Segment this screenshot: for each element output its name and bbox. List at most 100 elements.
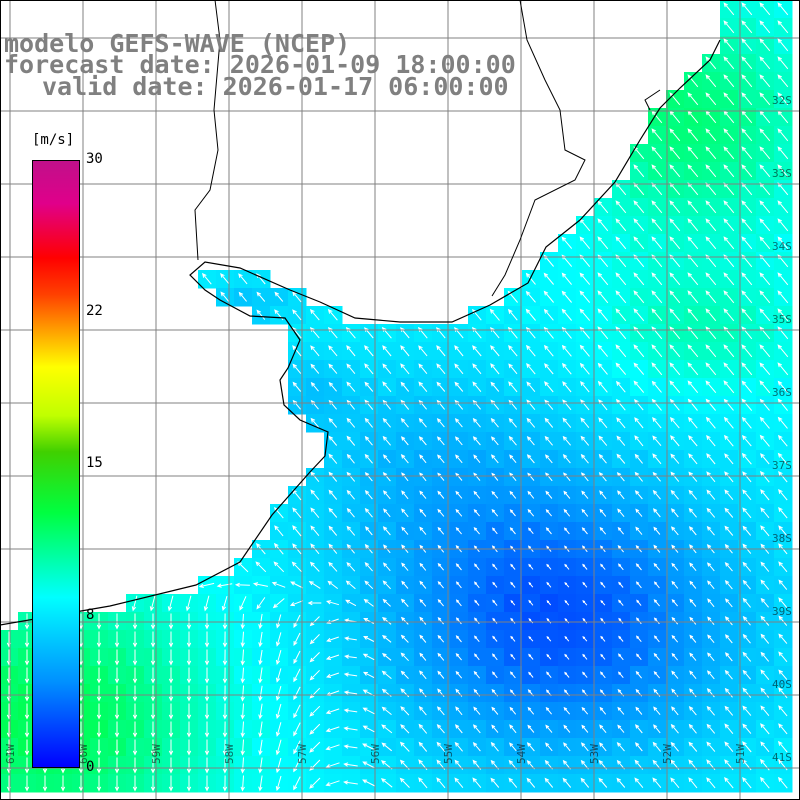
- wind-arrow: [633, 308, 645, 322]
- wind-arrow: [546, 671, 552, 679]
- wind-arrow: [670, 741, 679, 752]
- colorbar-tick-30: 30: [86, 151, 103, 167]
- wind-arrow: [777, 56, 789, 70]
- wind-arrow: [345, 599, 357, 607]
- wind-arrow: [580, 777, 590, 788]
- wind-arrow: [204, 757, 210, 774]
- wind-arrow: [670, 723, 679, 734]
- wind-arrow: [723, 74, 735, 88]
- wind-arrow: [344, 654, 357, 659]
- wind-arrow: [561, 272, 572, 285]
- wind-arrow: [310, 471, 320, 483]
- wind-arrow: [364, 363, 374, 375]
- wind-arrow: [671, 652, 679, 661]
- wind-arrow: [687, 362, 699, 376]
- wind-arrow: [258, 721, 263, 738]
- wind-arrow: [346, 561, 356, 572]
- wind-arrow: [327, 308, 338, 321]
- wind-arrow: [669, 398, 680, 411]
- wind-arrow: [150, 631, 156, 648]
- colorbar-tick-8: 8: [86, 607, 95, 623]
- wind-arrow: [705, 146, 717, 160]
- wind-arrow: [581, 706, 589, 715]
- wind-arrow: [240, 703, 245, 720]
- wind-arrow: [563, 527, 570, 535]
- wind-arrow: [777, 20, 789, 34]
- wind-arrow: [634, 777, 644, 789]
- wind-arrow: [454, 436, 463, 446]
- wind-arrow: [234, 582, 250, 588]
- wind-arrow: [204, 721, 210, 738]
- wind-arrow: [307, 600, 322, 606]
- wind-arrow: [343, 780, 358, 785]
- wind-arrow: [455, 670, 463, 679]
- wind-arrow: [636, 599, 642, 606]
- wind-arrow: [240, 775, 245, 792]
- wind-arrow: [651, 236, 663, 250]
- wind-arrow: [509, 509, 516, 517]
- wind-arrow: [653, 617, 660, 625]
- wind-arrow: [562, 777, 572, 788]
- wind-arrow: [562, 435, 571, 446]
- wind-arrow: [204, 667, 210, 684]
- latitude-label: 41S: [772, 751, 792, 764]
- wind-arrow: [778, 579, 788, 590]
- wind-arrow: [723, 434, 734, 447]
- wind-arrow: [401, 580, 409, 589]
- wind-arrow: [328, 345, 338, 357]
- wind-arrow: [759, 272, 771, 286]
- wind-arrow: [687, 308, 699, 322]
- wind-arrow: [343, 690, 358, 695]
- wind-arrow: [669, 362, 681, 376]
- wind-arrow: [579, 290, 591, 303]
- wind-arrow: [597, 218, 609, 232]
- wind-arrow: [96, 739, 102, 756]
- wind-arrow: [364, 562, 373, 572]
- wind-arrow: [346, 507, 355, 518]
- wind-arrow: [455, 599, 462, 607]
- wind-arrow: [310, 507, 320, 519]
- wind-arrow: [633, 272, 645, 286]
- wind-arrow: [651, 164, 663, 178]
- wind-arrow: [419, 508, 427, 517]
- wind-arrow: [687, 272, 699, 286]
- wind-arrow: [346, 417, 356, 428]
- wind-arrow: [777, 776, 788, 789]
- wind-arrow: [309, 669, 320, 681]
- wind-arrow: [186, 703, 192, 720]
- wind-arrow: [508, 381, 518, 393]
- wind-arrow: [455, 490, 463, 499]
- wind-arrow: [328, 489, 338, 500]
- wind-arrow: [132, 613, 138, 630]
- wind-arrow: [310, 417, 320, 428]
- wind-arrow: [258, 631, 263, 648]
- wind-arrow: [363, 598, 374, 607]
- wind-arrow: [473, 617, 480, 625]
- wind-arrow: [526, 435, 535, 446]
- wind-arrow: [382, 562, 391, 572]
- wind-arrow: [437, 562, 444, 571]
- wind-arrow: [490, 741, 499, 752]
- wind-arrow: [167, 595, 174, 612]
- wind-arrow: [579, 308, 591, 321]
- wind-arrow: [490, 381, 500, 392]
- wind-arrow: [436, 363, 446, 375]
- wind-arrow: [328, 417, 338, 428]
- wind-arrow: [400, 688, 410, 698]
- wind-arrow: [132, 721, 138, 738]
- wind-arrow: [670, 508, 679, 518]
- wind-arrow: [473, 527, 480, 535]
- wind-arrow: [418, 706, 427, 716]
- wind-arrow: [778, 669, 788, 680]
- wind-arrow: [114, 649, 120, 666]
- wind-arrow: [669, 344, 681, 358]
- wind-arrow: [168, 757, 174, 774]
- wind-arrow: [132, 631, 138, 648]
- wind-arrow: [741, 74, 753, 88]
- wind-arrow: [400, 345, 410, 357]
- wind-arrow: [688, 453, 698, 465]
- wind-arrow: [617, 653, 624, 661]
- wind-arrow: [543, 308, 554, 321]
- wind-arrow: [114, 775, 120, 792]
